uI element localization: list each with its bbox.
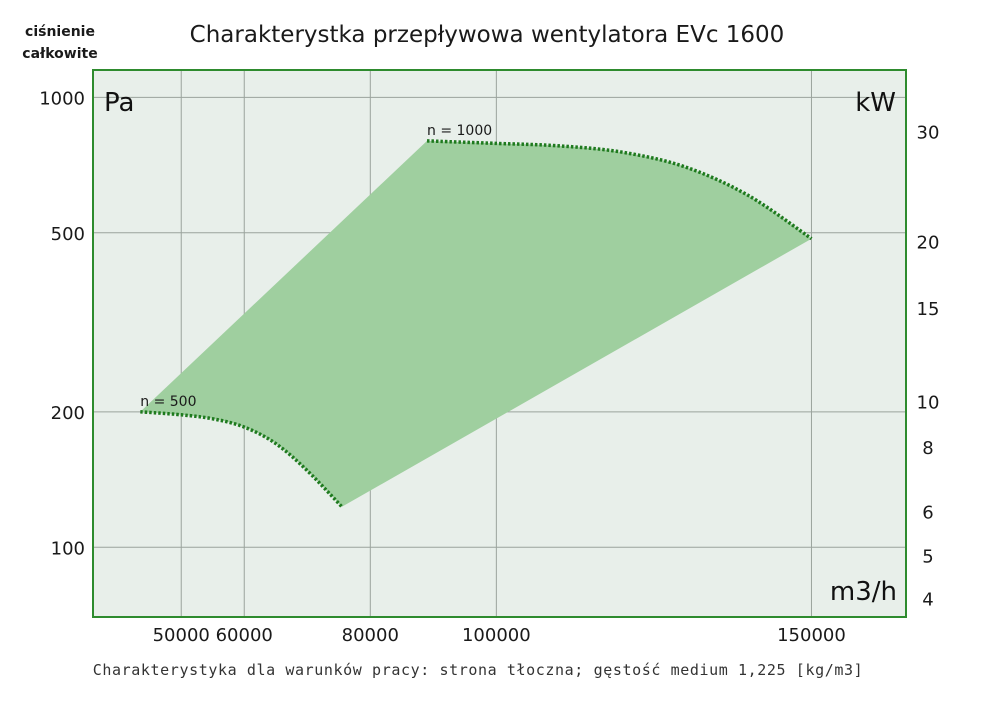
x-tick-3: 100000 bbox=[462, 625, 531, 646]
y-heading-line2: całkowite bbox=[22, 46, 97, 62]
y-tick-labels-right: 30 20 15 10 8 6 5 4 bbox=[917, 122, 940, 610]
x-tick-0: 50000 bbox=[153, 625, 210, 646]
y-tick-left-0: 100 bbox=[51, 538, 85, 559]
operating-area bbox=[140, 140, 812, 507]
y-tick-left-3: 1000 bbox=[39, 88, 85, 109]
x-tick-1: 60000 bbox=[216, 625, 273, 646]
y-heading-line1: ciśnienie bbox=[25, 24, 95, 40]
y-tick-right-1: 20 bbox=[917, 233, 940, 254]
footnote: Charakterystyka dla warunków pracy: stro… bbox=[93, 661, 863, 679]
y-tick-right-4: 8 bbox=[922, 438, 933, 459]
x-unit: m3/h bbox=[830, 577, 897, 607]
curve-n1000-label: n = 1000 bbox=[427, 123, 492, 139]
x-tick-4: 150000 bbox=[777, 625, 846, 646]
x-tick-2: 80000 bbox=[342, 625, 399, 646]
plot-frame bbox=[92, 69, 907, 618]
y-tick-right-7: 4 bbox=[922, 589, 933, 610]
x-tick-labels: 50000 60000 80000 100000 150000 bbox=[153, 625, 846, 646]
curve-n500-label: n = 500 bbox=[140, 394, 196, 410]
curves: n = 500 n = 1000 bbox=[140, 123, 813, 509]
y-tick-right-2: 15 bbox=[917, 299, 940, 320]
curve-n1000 bbox=[426, 139, 813, 241]
y-unit-left: Pa bbox=[104, 88, 134, 118]
y-tick-right-0: 30 bbox=[917, 122, 940, 143]
operating-area-fill bbox=[140, 140, 812, 507]
chart-title: Charakterystka przepływowa wentylatora E… bbox=[190, 22, 785, 48]
y-unit-right: kW bbox=[855, 88, 896, 118]
y-tick-right-5: 6 bbox=[922, 503, 933, 524]
y-tick-left-1: 200 bbox=[51, 403, 85, 424]
y-tick-left-2: 500 bbox=[51, 224, 85, 245]
curve-n500 bbox=[140, 410, 344, 509]
y-tick-labels-left: 100 200 500 1000 bbox=[39, 88, 85, 559]
y-tick-right-6: 5 bbox=[922, 546, 933, 567]
y-tick-right-3: 10 bbox=[917, 392, 940, 413]
